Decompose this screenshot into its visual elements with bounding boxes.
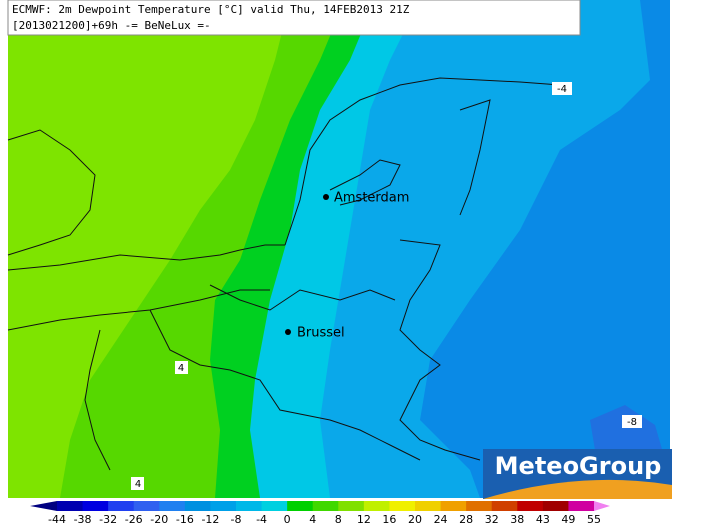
colorbar-segment: [261, 501, 288, 511]
header-box: [7, 0, 581, 36]
colorbar-segment: [133, 501, 160, 511]
colorbar-tick-label: 49: [561, 513, 575, 525]
colorbar-tick-label: -4: [256, 513, 267, 525]
colorbar-segment: [568, 501, 595, 511]
colorbar-tick-label: 0: [284, 513, 291, 525]
coastline: [7, 129, 96, 256]
city-dot: [285, 329, 291, 335]
colorbar-segment: [287, 501, 314, 511]
label-box: [131, 477, 144, 490]
colorbar-segment: [389, 501, 416, 511]
border: [399, 239, 481, 461]
contour-label: -8: [627, 417, 637, 428]
border: [209, 284, 396, 311]
colorbar-tick-label: -38: [74, 513, 92, 525]
colorbar-segment: [57, 501, 84, 511]
header-line: ECMWF: 2m Dewpoint Temperature [°C] vali…: [12, 3, 410, 16]
header-line: [2013021200]+69h -= BeNeLux =-: [12, 19, 211, 32]
colorbar-segment: [236, 501, 263, 511]
colorbar-segment: [542, 501, 569, 511]
field-light-green: [8, 0, 290, 498]
colorbar-segment: [440, 501, 467, 511]
colorbar-tick-label: 16: [382, 513, 396, 525]
colorbar-tick-label: 43: [536, 513, 550, 525]
colorbar-tick-label: 20: [408, 513, 422, 525]
city-label: Amsterdam: [334, 191, 409, 206]
colorbar-segment: [363, 501, 390, 511]
label-box: [622, 415, 642, 428]
colorbar-segment: [210, 501, 237, 511]
coastline: [7, 244, 285, 271]
colorbar-tick-label: -26: [125, 513, 143, 525]
coastline: [284, 77, 561, 246]
border: [459, 99, 491, 216]
colorbar-tick-label: 8: [335, 513, 342, 525]
colorbar-segment: [338, 501, 365, 511]
contour-label: -4: [557, 84, 567, 95]
logo-text: MeteoGroup: [495, 452, 662, 480]
colorbar-segment: [517, 501, 544, 511]
border: [84, 329, 111, 471]
colorbar-segment: [466, 501, 493, 511]
label-box: [175, 361, 188, 374]
colorbar-arrow: [594, 501, 610, 511]
contour-label: 4: [135, 479, 141, 490]
colorbar-segment: [184, 501, 211, 511]
colorbar-segment: [491, 501, 518, 511]
colorbar-tick-label: -32: [99, 513, 117, 525]
colorbar-tick-label: -16: [176, 513, 194, 525]
city-dot: [323, 194, 329, 200]
coastline: [329, 159, 401, 206]
colorbar-tick-label: 24: [434, 513, 448, 525]
contour-label: 4: [178, 363, 184, 374]
colorbar-tick-label: 4: [309, 513, 316, 525]
border: [149, 309, 421, 461]
colorbar-tick-label: -8: [231, 513, 242, 525]
colorbar-tick-label: -44: [48, 513, 66, 525]
city-label: Brussel: [297, 326, 345, 341]
colorbar-tick-label: -20: [150, 513, 168, 525]
colorbar-tick-label: 55: [587, 513, 601, 525]
colorbar-tick-label: 28: [459, 513, 473, 525]
colorbar-segment: [108, 501, 135, 511]
colorbar-tick-label: 32: [485, 513, 499, 525]
coastlines: [7, 77, 561, 471]
label-box: [552, 82, 572, 95]
colorbar-arrow: [30, 501, 57, 511]
colorbar: -44 -38 -32 -26 -20 -16 -12 -8 -4 0 4 8 12 16 20 24 28 32…: [30, 501, 610, 526]
colorbar-segment: [82, 501, 109, 511]
colorbar-tick-label: 12: [357, 513, 371, 525]
colorbar-tick-label: -12: [201, 513, 219, 525]
cities: Amsterdam Brussel: [285, 191, 409, 341]
colorbar-segment: [159, 501, 186, 511]
colorbar-segment: [312, 501, 339, 511]
colorbar-tick-label: 38: [510, 513, 524, 525]
logo-swoosh: [483, 479, 672, 499]
contour-labels: -4 4 4 -8: [131, 82, 642, 490]
colorbar-segment: [415, 501, 442, 511]
